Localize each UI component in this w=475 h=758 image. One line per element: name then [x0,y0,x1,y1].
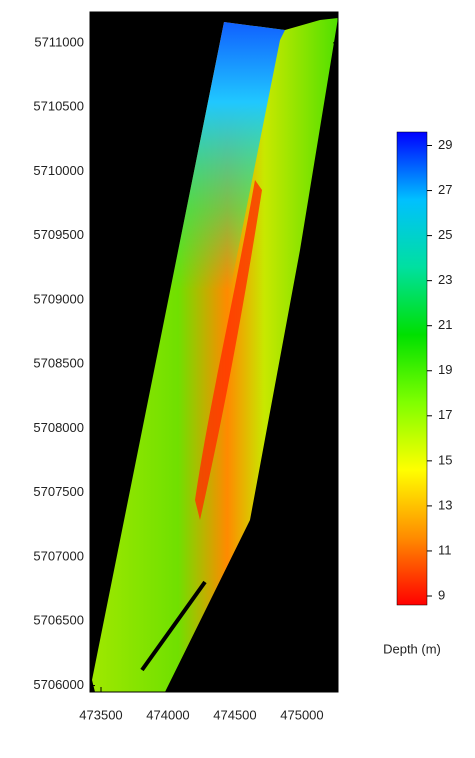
colorbar [397,132,427,605]
y-tick-label: 5709500 [33,227,84,242]
colorbar-tick-label: 17 [438,407,452,422]
colorbar-tick-label: 13 [438,497,452,512]
x-tick-label: 474000 [146,707,189,722]
y-tick-label: 5708000 [33,420,84,435]
page: Depth (m) 473500 474000 474500 475000 570600… [0,0,475,758]
x-tick-label: 475000 [280,707,323,722]
colorbar-tick-label: 21 [438,317,452,332]
colorbar-tick-label: 11 [438,542,452,557]
y-tick-label: 5707000 [33,548,84,563]
y-tick-label: 5706500 [33,613,84,628]
colorbar-tick-label: 9 [438,587,445,602]
y-tick-label: 5709000 [33,291,84,306]
x-tick-label: 474500 [213,707,256,722]
y-tick-label: 5710000 [33,163,84,178]
y-tick-label: 5707500 [33,484,84,499]
x-tick-label: 473500 [79,707,122,722]
chart: Depth (m) 473500 474000 474500 475000 570600… [0,0,475,753]
y-tick-label: 5710500 [33,99,84,114]
colorbar-tick-label: 23 [438,272,452,287]
colorbar-tick-label: 19 [438,362,452,377]
colorbar-tick-label: 29 [438,137,452,152]
colorbar-tick-label: 15 [438,452,452,467]
y-tick-label: 5711000 [34,34,84,49]
y-tick-label: 5706000 [33,677,84,692]
y-tick-label: 5708500 [33,356,84,371]
colorbar-tick-label: 27 [438,182,452,197]
colorbar-label: Depth (m) [383,641,441,656]
colorbar-tick-label: 25 [438,227,452,242]
